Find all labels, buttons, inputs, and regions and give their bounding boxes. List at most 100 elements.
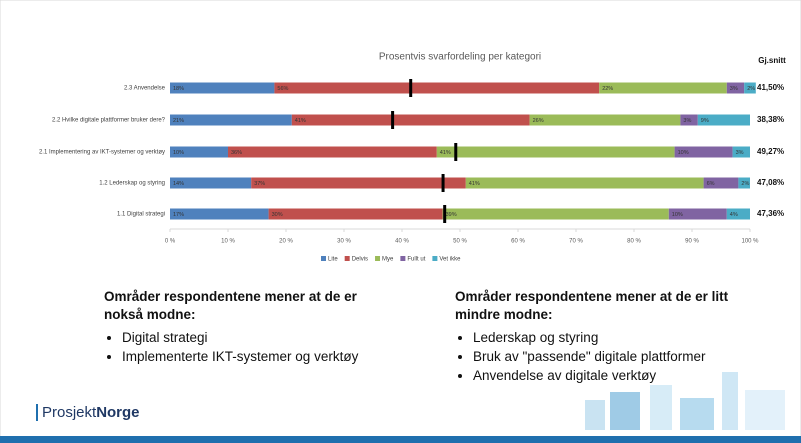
bar-segment	[274, 82, 600, 94]
bar-label: 21%	[173, 118, 184, 124]
category-label: 2.2 Hvilke digitale plattformer bruker d…	[52, 118, 166, 124]
bar-label: 30%	[272, 212, 283, 218]
right-heading: Områder respondentene mener at de er lit…	[455, 289, 729, 322]
x-tick-label: 0 %	[165, 239, 176, 245]
left-heading: Områder respondentene mener at de er nok…	[104, 289, 357, 322]
chart-title: Prosentvis svarfordeling per kategori	[379, 52, 541, 63]
bar-label: 3%	[736, 150, 744, 156]
logo-suffix: Norge	[96, 404, 140, 421]
bar-segment	[228, 146, 437, 158]
category-label: 1.1 Digital strategi	[117, 212, 165, 218]
bar-segment	[668, 208, 727, 220]
x-tick-label: 20 %	[279, 239, 293, 245]
x-tick-label: 60 %	[511, 239, 525, 245]
bar-segment	[268, 208, 443, 220]
bar-segment	[674, 146, 733, 158]
legend-swatch	[344, 256, 350, 261]
x-tick-label: 40 %	[395, 239, 409, 245]
right-block: Områder respondentene mener at de er lit…	[455, 288, 775, 385]
category-label: 2.1 Implementering av IKT-systemer og ve…	[39, 150, 165, 156]
bar-label: 26%	[533, 118, 544, 124]
bar-segment	[251, 177, 466, 189]
legend-label: Vet ikke	[439, 257, 461, 263]
average-marker	[454, 143, 458, 161]
bar-segment	[726, 208, 750, 220]
average-label: 41,50%	[757, 83, 784, 92]
decor	[745, 390, 785, 430]
bar-segment	[465, 177, 704, 189]
x-tick-label: 50 %	[453, 239, 467, 245]
average-marker	[443, 205, 447, 223]
bar-segment	[744, 82, 756, 94]
bar-segment	[170, 177, 252, 189]
average-label: 38,38%	[757, 115, 784, 124]
bar-segment	[442, 208, 669, 220]
legend-label: Mye	[382, 257, 394, 263]
legend-swatch	[321, 256, 326, 261]
decor	[722, 372, 738, 430]
x-tick-label: 80 %	[627, 239, 641, 245]
bar-segment	[697, 114, 750, 126]
bar-label: 39%	[446, 212, 457, 218]
average-marker	[391, 111, 395, 129]
bar-segment	[726, 82, 745, 94]
bar-label: 56%	[277, 86, 288, 92]
bar-segment	[170, 114, 292, 126]
bar-segment	[703, 177, 739, 189]
bar-segment	[732, 146, 750, 158]
bar-segment	[291, 114, 530, 126]
x-tick-label: 30 %	[337, 239, 351, 245]
bar-segment	[738, 177, 750, 189]
bar-label: 2%	[747, 86, 755, 92]
category-label: 1.2 Lederskap og styring	[99, 181, 165, 187]
average-label: 49,27%	[757, 147, 784, 156]
average-header: Gj.snitt	[758, 56, 786, 65]
bar-segment	[436, 146, 675, 158]
legend-label: Lite	[328, 257, 338, 263]
bar-label: 18%	[173, 86, 184, 92]
bar-segment	[170, 146, 228, 158]
bar-label: 10%	[678, 150, 689, 156]
legend-swatch	[432, 256, 438, 261]
bar-label: 10%	[672, 212, 683, 218]
bar-label: 14%	[173, 181, 184, 187]
x-tick-label: 100 %	[741, 239, 759, 245]
average-marker	[409, 79, 413, 97]
bar-label: 36%	[231, 150, 242, 156]
bottom-bar	[0, 436, 801, 443]
x-tick-label: 70 %	[569, 239, 583, 245]
x-tick-label: 10 %	[221, 239, 235, 245]
bar-segment	[599, 82, 727, 94]
left-list: Digital strategiImplementerte IKT-system…	[104, 328, 394, 366]
bar-label: 3%	[683, 118, 691, 124]
bar-label: 2%	[741, 181, 749, 187]
bar-label: 41%	[440, 150, 451, 156]
bar-label: 22%	[602, 86, 613, 92]
bar-label: 37%	[254, 181, 265, 187]
average-label: 47,08%	[757, 178, 784, 187]
average-marker	[441, 174, 445, 192]
bullet-item: Anvendelse av digitale verktøy	[473, 366, 775, 385]
category-label: 2.3 Anvendelse	[124, 86, 166, 92]
bar-label: 9%	[701, 118, 709, 124]
right-list: Lederskap og styringBruk av "passende" d…	[455, 328, 775, 385]
bar-segment	[170, 82, 275, 94]
decor	[650, 385, 672, 430]
legend-label: Delvis	[352, 257, 368, 263]
bar-segment	[170, 208, 269, 220]
left-block: Områder respondentene mener at de er nok…	[104, 288, 394, 366]
bar-label: 17%	[173, 212, 184, 218]
decor	[680, 398, 714, 430]
decor	[610, 392, 640, 430]
bar-label: 41%	[295, 118, 306, 124]
legend-swatch	[400, 256, 406, 261]
bar-label: 6%	[707, 181, 715, 187]
logo: ProsjektNorge	[36, 404, 140, 421]
bar-label: 41%	[469, 181, 480, 187]
decor	[585, 400, 605, 430]
bullet-item: Implementerte IKT-systemer og verktøy	[122, 347, 394, 366]
bar-segment	[680, 114, 698, 126]
